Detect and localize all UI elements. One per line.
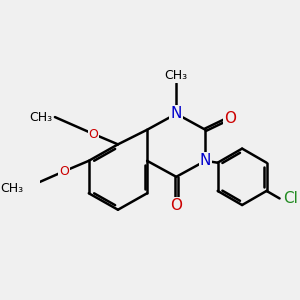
Text: CH₃: CH₃: [165, 69, 188, 82]
Text: N: N: [171, 106, 182, 121]
Text: O: O: [88, 128, 98, 140]
Text: CH₃: CH₃: [0, 182, 23, 195]
Text: CH₃: CH₃: [29, 111, 52, 124]
Text: N: N: [200, 153, 211, 168]
Text: O: O: [224, 110, 236, 125]
Text: Cl: Cl: [283, 191, 298, 206]
Text: O: O: [59, 165, 69, 178]
Text: O: O: [170, 199, 182, 214]
